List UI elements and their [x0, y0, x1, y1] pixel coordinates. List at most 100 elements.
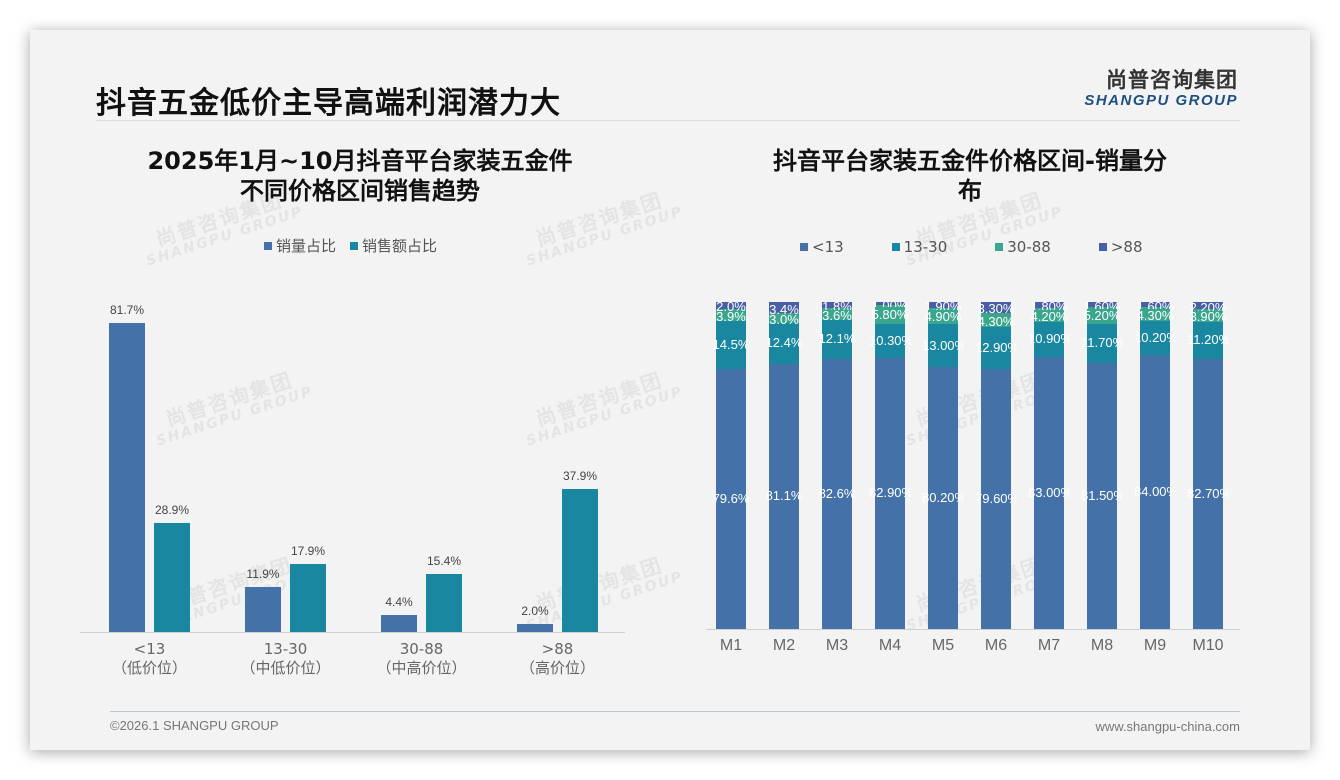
logo-chinese-text: 尚普咨询集团 — [1106, 68, 1238, 92]
bar-segment->88: 3.30% — [978, 302, 1014, 315]
bar-segment-<13: 82.70% — [1187, 358, 1229, 629]
segment-value-label: 5.80% — [871, 306, 909, 322]
bar-segment-30-88: 3.9% — [716, 308, 746, 323]
bar-segment-30-88: 4.30% — [978, 312, 1014, 329]
bar-销量占比-13-30 — [245, 587, 281, 632]
bar-销量占比-<13 — [109, 323, 145, 632]
bar-销售额占比-13-30 — [290, 564, 326, 632]
stacked-bar-M10: 82.70% 11.20% 3.90% 2.20% — [1187, 302, 1229, 629]
right-chart-plot-area: 79.6% 14.5% 3.9% 2.0% M1 81.1% 12.4% 3.0% 3.4% M2… — [706, 302, 1240, 654]
legend-item-1: 销售额占比 — [350, 235, 437, 256]
stacked-bar-M4: 82.90% 10.30% 5.80%1.00% — [869, 302, 911, 629]
bar-销量占比->88 — [517, 624, 553, 632]
category-label: 30-88 — [399, 640, 444, 658]
segment-value-label: 1.90% — [924, 302, 962, 311]
category-sublabel: （低价位） — [111, 659, 187, 677]
page-title: 抖音五金低价主导高端利润潜力大 — [96, 86, 561, 121]
watermark-en: SHANGPU GROUP — [904, 203, 1066, 270]
bar-segment->88: 1.60% — [1137, 302, 1173, 309]
title-divider — [96, 120, 1240, 121]
segment-value-label: 12.1% — [818, 331, 856, 347]
bar-segment-<13: 81.50% — [1081, 362, 1123, 629]
legend-swatch-icon — [350, 241, 359, 250]
legend-label: 30-88 — [1007, 238, 1051, 256]
logo-english-text: SHANGPU GROUP — [1084, 92, 1238, 109]
bar-segment-<13: 80.20% — [922, 366, 964, 629]
bar-segment-30-88: 4.30% — [1137, 307, 1173, 323]
bar-segment-13-30: 12.1% — [819, 319, 855, 360]
bar-segment-<13: 83.00% — [1028, 357, 1070, 629]
category-label: 13-30 — [263, 640, 308, 658]
segment-value-label: 12.4% — [765, 335, 803, 351]
bar-value-label: 11.9% — [246, 567, 280, 581]
bar-segment-30-88: 3.6% — [822, 307, 852, 322]
bar-segment-30-88: 5.80% — [872, 305, 908, 325]
month-label: M7 — [1037, 637, 1061, 654]
legend-item-0: <13 — [800, 238, 844, 256]
bar-value-label: 4.4% — [385, 595, 413, 609]
segment-value-label: 3.6% — [822, 307, 852, 322]
legend-item-3: >88 — [1098, 238, 1143, 256]
stacked-bar-M6: 79.60% 12.90% 4.30% 3.30% — [975, 302, 1017, 629]
legend-swatch-icon — [995, 243, 1004, 251]
legend-label: 销量占比 — [276, 237, 337, 255]
bar-value-label: 37.9% — [562, 469, 598, 483]
legend-label: 13-30 — [903, 238, 948, 256]
segment-value-label: 4.30% — [977, 313, 1015, 329]
segment-value-label: 3.0% — [769, 313, 799, 325]
left-chart-title: 2025年1月~10月抖音平台家装五金件 不同价格区间销售趋势 — [80, 146, 640, 206]
stacked-bar-M3: 82.6% 12.1% 3.6% 1.8% — [819, 302, 855, 629]
footer-divider — [110, 711, 1240, 712]
segment-value-label: 3.9% — [716, 308, 746, 324]
bar-segment-<13: 81.1% — [766, 363, 802, 629]
segment-value-label: 81.1% — [765, 488, 803, 504]
segment-value-label: 2.20% — [1189, 302, 1227, 312]
bar-segment->88: 1.80% — [1031, 302, 1067, 310]
month-label: M3 — [825, 637, 849, 654]
segment-value-label: 1.8% — [822, 302, 852, 310]
right-chart-title: 抖音平台家装五金件价格区间-销量分 布 — [720, 146, 1220, 206]
segment-value-label: 82.90% — [869, 485, 911, 501]
bar-segment-13-30: 12.90% — [975, 326, 1017, 369]
bar-value-label: 15.4% — [426, 554, 462, 568]
segment-value-label: 1.60% — [1081, 302, 1123, 309]
segment-value-label: 4.90% — [924, 309, 962, 325]
legend-item-0: 销量占比 — [264, 235, 336, 256]
bar-segment-13-30: 12.4% — [766, 322, 802, 364]
bar-value-label: 2.0% — [521, 604, 549, 618]
segment-value-label: 3.30% — [977, 302, 1015, 315]
segment-value-label: 10.20% — [1134, 329, 1176, 345]
bar-segment->88: 3.4% — [769, 302, 799, 315]
segment-value-label: 1.00% — [869, 302, 911, 307]
bar-segment-<13: 79.60% — [975, 368, 1017, 629]
stacked-bar-M5: 80.20% 13.00% 4.90% 1.90% — [922, 302, 964, 629]
segment-value-label: 3.4% — [769, 302, 799, 316]
brand-logo: 尚普咨询集团 SHANGPU GROUP — [1084, 64, 1238, 109]
segment-value-label: 83.00% — [1028, 485, 1070, 501]
legend-label: 销售额占比 — [362, 237, 438, 255]
stacked-bar-M9: 84.00% 10.20% 4.30%1.60% — [1134, 302, 1176, 629]
segment-value-label: 2.0% — [716, 302, 746, 311]
month-label: M10 — [1192, 637, 1224, 654]
category-sublabel: （中高价位） — [376, 659, 467, 677]
bar-segment->88: 2.0% — [716, 302, 746, 311]
segment-value-label: 79.60% — [975, 490, 1017, 506]
bar-segment-<13: 82.90% — [869, 357, 911, 629]
bar-segment->88: 1.8% — [822, 302, 852, 310]
bar-segment-30-88: 4.90% — [925, 308, 961, 325]
month-label: M8 — [1090, 637, 1114, 654]
legend-label: <13 — [812, 238, 844, 256]
bar-销售额占比->88 — [562, 489, 598, 632]
bar-segment-<13: 82.6% — [819, 359, 855, 629]
left-chart-title-line1: 2025年1月~10月抖音平台家装五金件 — [147, 147, 573, 175]
segment-value-label: 79.6% — [712, 490, 750, 506]
bar-segment-13-30: 10.90% — [1028, 321, 1070, 358]
segment-value-label: 1.80% — [1030, 302, 1068, 310]
bar-销售额占比-30-88 — [426, 574, 462, 632]
segment-value-label: 84.00% — [1134, 483, 1176, 499]
bar-segment->88: 2.20% — [1190, 302, 1226, 311]
left-chart-x-axis — [80, 632, 625, 633]
category-sublabel: （中低价位） — [240, 659, 331, 677]
bar-segment->88: 1.90% — [925, 302, 961, 310]
bar-segment->88: 1.00% — [872, 302, 908, 307]
